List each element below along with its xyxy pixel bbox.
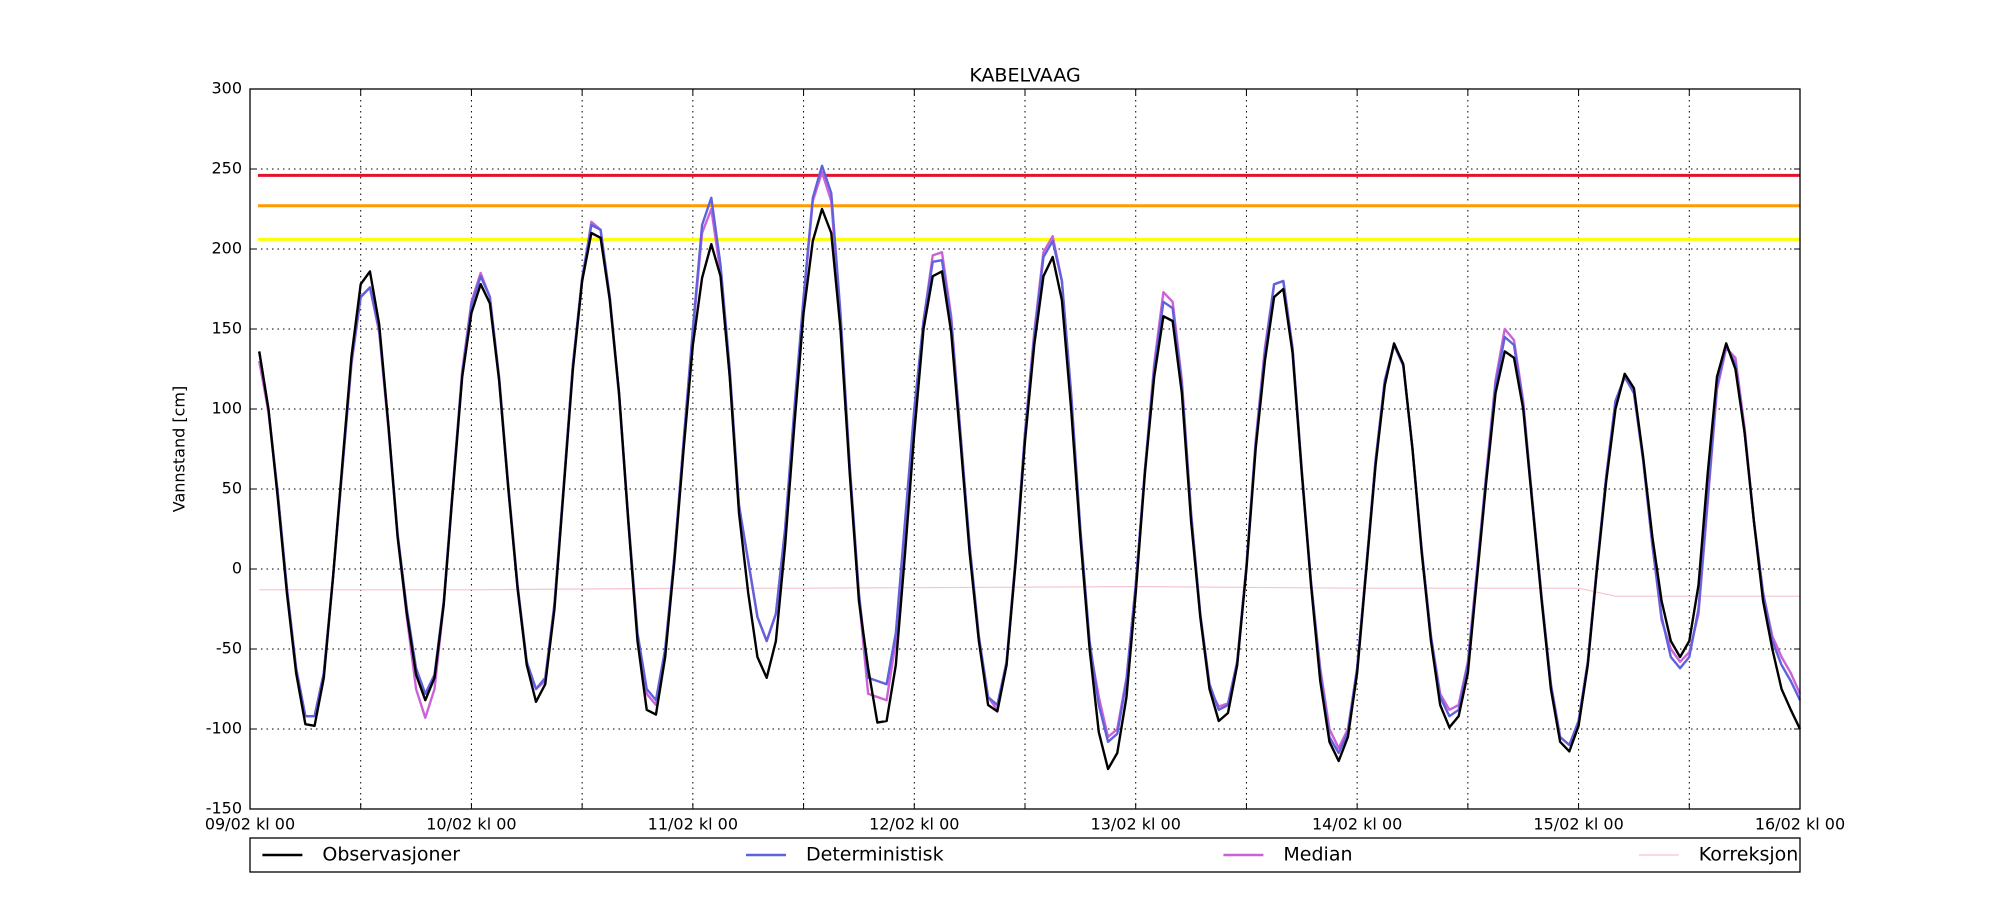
legend-label: Deterministisk bbox=[806, 844, 944, 866]
legend-label: Observasjoner bbox=[322, 844, 460, 866]
y-tick-label: 250 bbox=[211, 159, 242, 178]
x-tick-label: 15/02 kl 00 bbox=[1533, 815, 1623, 834]
chart-title: KABELVAAG bbox=[969, 65, 1080, 87]
x-tick-label: 11/02 kl 00 bbox=[648, 815, 738, 834]
plot-frame bbox=[249, 88, 1801, 810]
y-tick-label: -100 bbox=[206, 719, 242, 738]
x-tick-label: 16/02 kl 00 bbox=[1755, 815, 1845, 834]
x-tick-label: 13/02 kl 00 bbox=[1091, 815, 1181, 834]
x-tick-label: 10/02 kl 00 bbox=[426, 815, 516, 834]
y-tick-label: -50 bbox=[216, 639, 242, 658]
y-tick-label: 300 bbox=[211, 79, 242, 98]
legend-label: Korreksjon bbox=[1699, 844, 1799, 866]
x-tick-label: 14/02 kl 00 bbox=[1312, 815, 1402, 834]
y-tick-label: 200 bbox=[211, 239, 242, 258]
legend-label: Median bbox=[1283, 844, 1352, 866]
x-tick-label: 09/02 kl 00 bbox=[205, 815, 295, 834]
series-line bbox=[258, 207, 1802, 771]
series-line bbox=[258, 171, 1802, 750]
y-tick-label: 100 bbox=[211, 399, 242, 418]
x-tick-label: 12/02 kl 00 bbox=[869, 815, 959, 834]
y-tick-label: -150 bbox=[206, 799, 242, 818]
legend-box bbox=[249, 837, 1801, 873]
series-line bbox=[259, 586, 1800, 597]
y-axis-label: Vannstand [cm] bbox=[170, 386, 189, 512]
series-line bbox=[258, 164, 1802, 755]
y-tick-label: 150 bbox=[211, 319, 242, 338]
y-tick-label: 50 bbox=[222, 479, 242, 498]
y-tick-label: 0 bbox=[232, 559, 242, 578]
